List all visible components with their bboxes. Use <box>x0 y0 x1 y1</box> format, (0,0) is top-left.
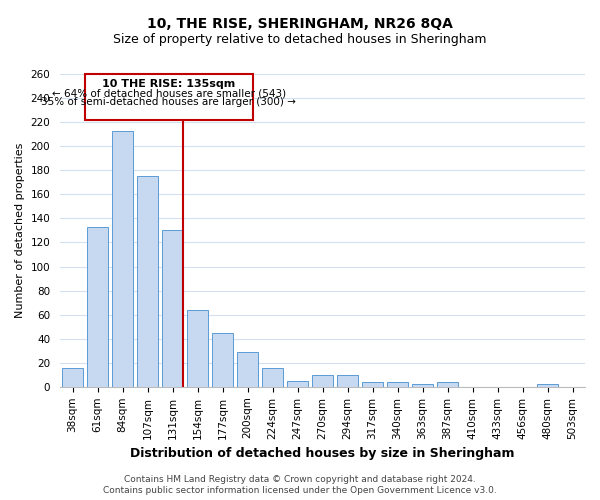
Bar <box>362 382 383 387</box>
Bar <box>412 384 433 387</box>
Bar <box>287 381 308 387</box>
Bar <box>312 375 333 387</box>
Text: Size of property relative to detached houses in Sheringham: Size of property relative to detached ho… <box>113 32 487 46</box>
Text: 10 THE RISE: 135sqm: 10 THE RISE: 135sqm <box>102 79 235 89</box>
Bar <box>537 384 558 387</box>
Text: Contains HM Land Registry data © Crown copyright and database right 2024.: Contains HM Land Registry data © Crown c… <box>124 475 476 484</box>
Text: 35% of semi-detached houses are larger (300) →: 35% of semi-detached houses are larger (… <box>41 97 296 107</box>
Bar <box>87 227 108 387</box>
Y-axis label: Number of detached properties: Number of detached properties <box>15 142 25 318</box>
FancyBboxPatch shape <box>85 74 253 120</box>
Bar <box>212 332 233 387</box>
Bar <box>62 368 83 387</box>
Bar <box>187 310 208 387</box>
Text: ← 64% of detached houses are smaller (543): ← 64% of detached houses are smaller (54… <box>52 88 286 99</box>
Text: Contains public sector information licensed under the Open Government Licence v3: Contains public sector information licen… <box>103 486 497 495</box>
Bar <box>437 382 458 387</box>
Bar <box>112 130 133 387</box>
X-axis label: Distribution of detached houses by size in Sheringham: Distribution of detached houses by size … <box>130 447 515 460</box>
Text: 10, THE RISE, SHERINGHAM, NR26 8QA: 10, THE RISE, SHERINGHAM, NR26 8QA <box>147 18 453 32</box>
Bar <box>162 230 183 387</box>
Bar <box>337 375 358 387</box>
Bar <box>262 368 283 387</box>
Bar <box>137 176 158 387</box>
Bar <box>237 352 258 387</box>
Bar <box>387 382 408 387</box>
